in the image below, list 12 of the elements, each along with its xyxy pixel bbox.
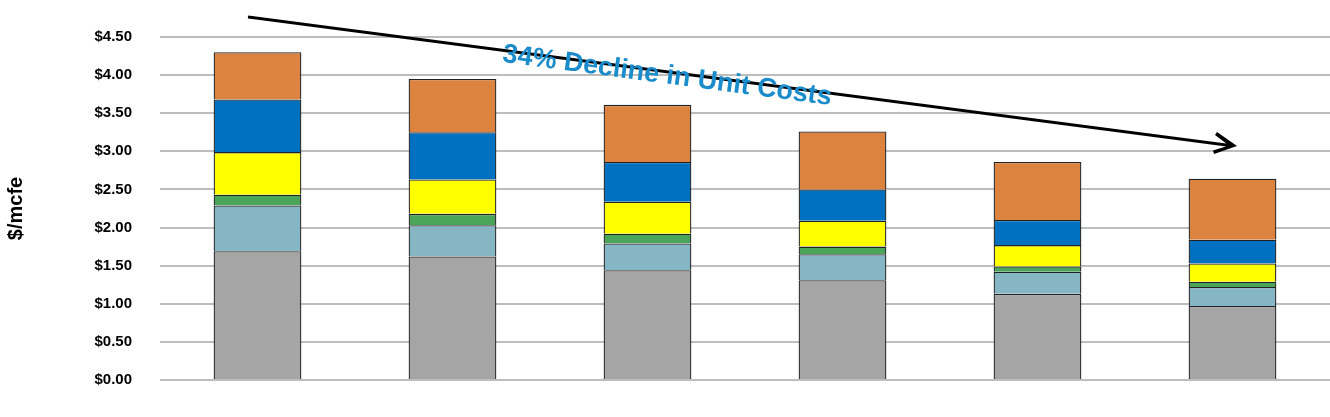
y-tick-label: $4.00 — [94, 65, 132, 83]
y-tick-label: $2.50 — [94, 179, 132, 197]
y-tick-label: $3.00 — [94, 141, 132, 159]
y-tick-label: $1.00 — [94, 293, 132, 311]
annotation: 34% Decline in Unit Costs — [500, 38, 834, 113]
y-tick-label: $0.00 — [94, 370, 132, 388]
y-tick-label: $4.50 — [94, 27, 132, 45]
y-tick-label: $2.00 — [94, 217, 132, 235]
y-tick-label: $0.50 — [94, 332, 132, 350]
y-tick-label: $1.50 — [94, 255, 132, 273]
y-tick-label: $3.50 — [94, 103, 132, 121]
y-axis-title: $/mcfe — [3, 176, 26, 241]
